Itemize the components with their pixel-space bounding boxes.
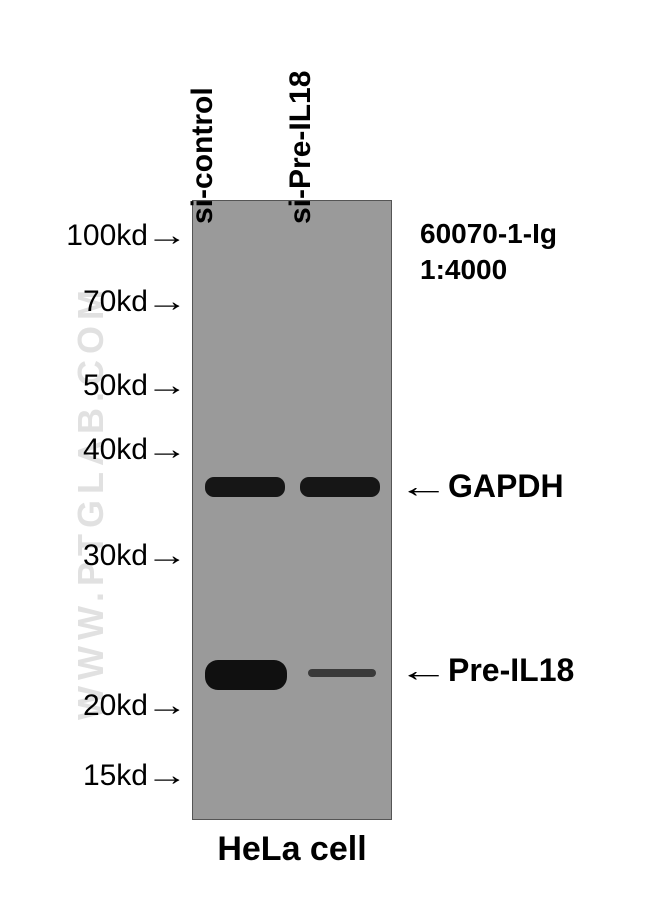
lane-label: si-control [186, 87, 220, 224]
band-label: ←Pre-IL18 [398, 652, 574, 689]
arrow-left-icon: ← [398, 652, 468, 689]
mw-marker: 15kd→ [42, 759, 188, 793]
western-blot-figure: WWW.PTGLAB.COM si-control si-Pre-IL18 100… [0, 0, 650, 907]
info-line: 60070-1-Ig [420, 216, 557, 252]
sample-label: HeLa cell [192, 830, 392, 869]
mw-marker: 70kd→ [42, 285, 188, 319]
antibody-info: 60070-1-Ig1:4000 [420, 216, 557, 288]
info-line: 1:4000 [420, 252, 557, 288]
band-GAPDH-lane1 [205, 477, 285, 497]
mw-marker: 20kd→ [42, 689, 188, 723]
band-GAPDH-lane2 [300, 477, 380, 497]
band-label: ←GAPDH [398, 468, 564, 505]
arrow-right-icon: → [138, 285, 188, 319]
arrow-right-icon: → [138, 369, 188, 403]
arrow-left-icon: ← [398, 468, 468, 505]
blot-membrane [192, 200, 392, 820]
arrow-right-icon: → [138, 219, 188, 253]
watermark-text: WWW.PTGLAB.COM [70, 284, 112, 720]
mw-marker: 30kd→ [42, 539, 188, 573]
band-PreIL18-lane1 [205, 660, 287, 690]
band-PreIL18-lane2 [308, 669, 376, 677]
mw-marker: 50kd→ [42, 369, 188, 403]
arrow-right-icon: → [138, 539, 188, 573]
lane-label: si-Pre-IL18 [284, 71, 318, 224]
mw-marker: 100kd→ [42, 219, 188, 253]
arrow-right-icon: → [138, 689, 188, 723]
mw-marker: 40kd→ [42, 433, 188, 467]
arrow-right-icon: → [138, 759, 188, 793]
mw-marker-label: 100kd [66, 219, 148, 253]
arrow-right-icon: → [138, 433, 188, 467]
